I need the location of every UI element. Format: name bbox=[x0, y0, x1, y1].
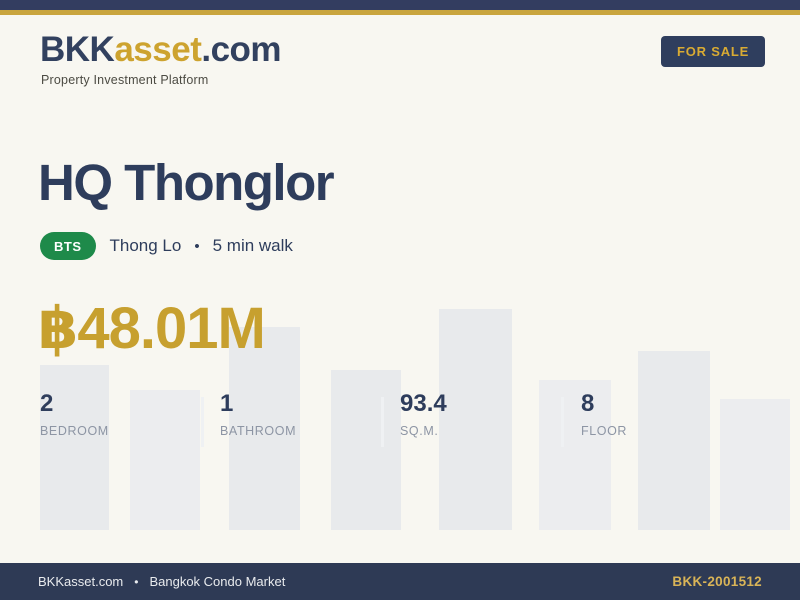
price-text: ฿48.01M bbox=[38, 296, 266, 361]
station-name: Thong Lo bbox=[109, 236, 182, 255]
logo-com: .com bbox=[201, 30, 282, 69]
skyline-bar bbox=[720, 399, 790, 530]
bullet-separator: • bbox=[194, 237, 200, 255]
property-title: HQ Thonglor bbox=[38, 154, 335, 211]
skyline-bar bbox=[40, 365, 109, 530]
skyline-bar bbox=[130, 390, 200, 530]
footer-brand-line: BKKasset.com • Bangkok Condo Market bbox=[38, 574, 285, 589]
skyline-bar bbox=[331, 370, 401, 530]
skyline-bar bbox=[638, 351, 710, 530]
brand-logo[interactable]: BKKasset.com bbox=[40, 30, 282, 70]
logo-bkk: BKK bbox=[40, 30, 115, 69]
bts-badge: BTS bbox=[40, 232, 96, 260]
walk-time: 5 min walk bbox=[212, 236, 293, 255]
footer-brand: BKKasset.com bbox=[38, 574, 124, 589]
stat-bathroom: 1 BATHROOM bbox=[220, 390, 296, 438]
stat-value: 2 bbox=[40, 390, 54, 417]
listing-id: BKK-2001512 bbox=[672, 574, 762, 589]
stat-value: 8 bbox=[581, 390, 595, 417]
stat-value: 93.4 bbox=[400, 390, 447, 417]
stat-divider bbox=[201, 397, 204, 447]
skyline-bar bbox=[229, 327, 300, 530]
footer-bar: BKKasset.com • Bangkok Condo Market BKK-… bbox=[0, 563, 800, 600]
stat-label: BATHROOM bbox=[220, 424, 297, 438]
top-navy-strip bbox=[0, 0, 800, 10]
footer-market: Bangkok Condo Market bbox=[149, 574, 286, 589]
logo-asset: asset bbox=[114, 30, 202, 69]
skyline-bar bbox=[439, 309, 512, 530]
stat-value: 1 bbox=[220, 390, 234, 417]
stat-label: BEDROOM bbox=[40, 424, 109, 438]
skyline-bar bbox=[539, 380, 611, 530]
stat-divider bbox=[381, 397, 384, 447]
stat-bedroom: 2 BEDROOM bbox=[40, 390, 109, 438]
stat-label: SQ.M. bbox=[400, 424, 439, 438]
stat-floor: 8 FLOOR bbox=[581, 390, 627, 438]
brand-tagline: Property Investment Platform bbox=[41, 73, 209, 87]
stat-divider bbox=[561, 397, 564, 447]
footer-bullet: • bbox=[134, 574, 139, 589]
top-gold-strip bbox=[0, 10, 800, 15]
transit-info: BTS Thong Lo • 5 min walk bbox=[40, 232, 293, 260]
stat-label: FLOOR bbox=[581, 424, 628, 438]
stat-sqm: 93.4 SQ.M. bbox=[400, 390, 447, 438]
for-sale-badge[interactable]: FOR SALE bbox=[661, 36, 766, 67]
